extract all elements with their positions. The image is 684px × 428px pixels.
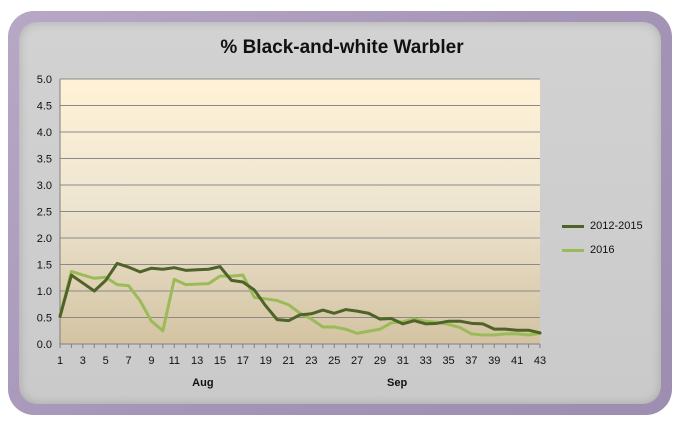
x-tick-label: 41 — [511, 355, 523, 367]
x-tick-label: 43 — [534, 355, 546, 367]
month-label: Sep — [387, 377, 407, 389]
y-tick-label: 3.5 — [37, 154, 52, 166]
month-label: Aug — [192, 377, 213, 389]
legend: 2012-2015 2016 — [562, 214, 643, 262]
y-tick-label: 3.0 — [37, 180, 52, 192]
series-line-2016 — [58, 269, 542, 337]
x-tick-label: 37 — [465, 355, 477, 367]
x-tick-label: 1 — [57, 355, 63, 367]
x-tick-label: 27 — [351, 355, 363, 367]
x-tick-label: 7 — [126, 355, 132, 367]
legend-label: 2012-2015 — [590, 220, 643, 232]
x-tick-label: 39 — [488, 355, 500, 367]
x-tick-label: 21 — [282, 355, 294, 367]
x-tick-label: 5 — [103, 355, 109, 367]
y-tick-label: 0.0 — [37, 339, 52, 351]
x-tick-label: 23 — [305, 355, 317, 367]
y-tick-label: 2.0 — [37, 233, 52, 245]
y-tick-label: 2.5 — [37, 207, 52, 219]
x-tick-label: 15 — [214, 355, 226, 367]
y-tick-label: 1.0 — [37, 286, 52, 298]
x-tick-label: 29 — [374, 355, 386, 367]
x-tick-label: 9 — [148, 355, 154, 367]
legend-item: 2016 — [562, 238, 643, 262]
x-tick-label: 13 — [191, 355, 203, 367]
y-tick-label: 1.5 — [37, 260, 52, 272]
x-tick-label: 3 — [80, 355, 86, 367]
y-tick-label: 5.0 — [37, 74, 52, 86]
series-line-2012-2015 — [58, 261, 542, 335]
x-tick-label: 31 — [397, 355, 409, 367]
x-tick-label: 11 — [169, 355, 180, 367]
y-tick-label: 0.5 — [37, 313, 52, 325]
chart-title: % Black-and-white Warbler — [220, 37, 464, 58]
x-tick-label: 17 — [237, 355, 249, 367]
legend-item: 2012-2015 — [562, 214, 643, 238]
y-tick-label: 4.5 — [37, 101, 52, 113]
x-tick-label: 25 — [328, 355, 340, 367]
x-tick-label: 33 — [420, 355, 432, 367]
legend-swatch — [562, 224, 584, 228]
x-tick-label: 35 — [442, 355, 454, 367]
legend-swatch — [562, 248, 584, 252]
y-tick-label: 4.0 — [37, 127, 52, 139]
legend-label: 2016 — [590, 244, 615, 256]
x-tick-label: 19 — [260, 355, 272, 367]
